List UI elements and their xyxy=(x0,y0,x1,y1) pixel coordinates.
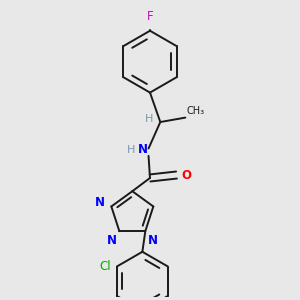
Text: CH₃: CH₃ xyxy=(187,106,205,116)
Text: N: N xyxy=(148,235,158,248)
Text: H: H xyxy=(127,145,135,155)
Text: N: N xyxy=(107,235,117,248)
Text: N: N xyxy=(138,143,148,157)
Text: N: N xyxy=(95,196,105,209)
Text: O: O xyxy=(181,169,191,182)
Text: Cl: Cl xyxy=(99,260,111,273)
Text: F: F xyxy=(147,11,153,23)
Text: H: H xyxy=(145,114,153,124)
